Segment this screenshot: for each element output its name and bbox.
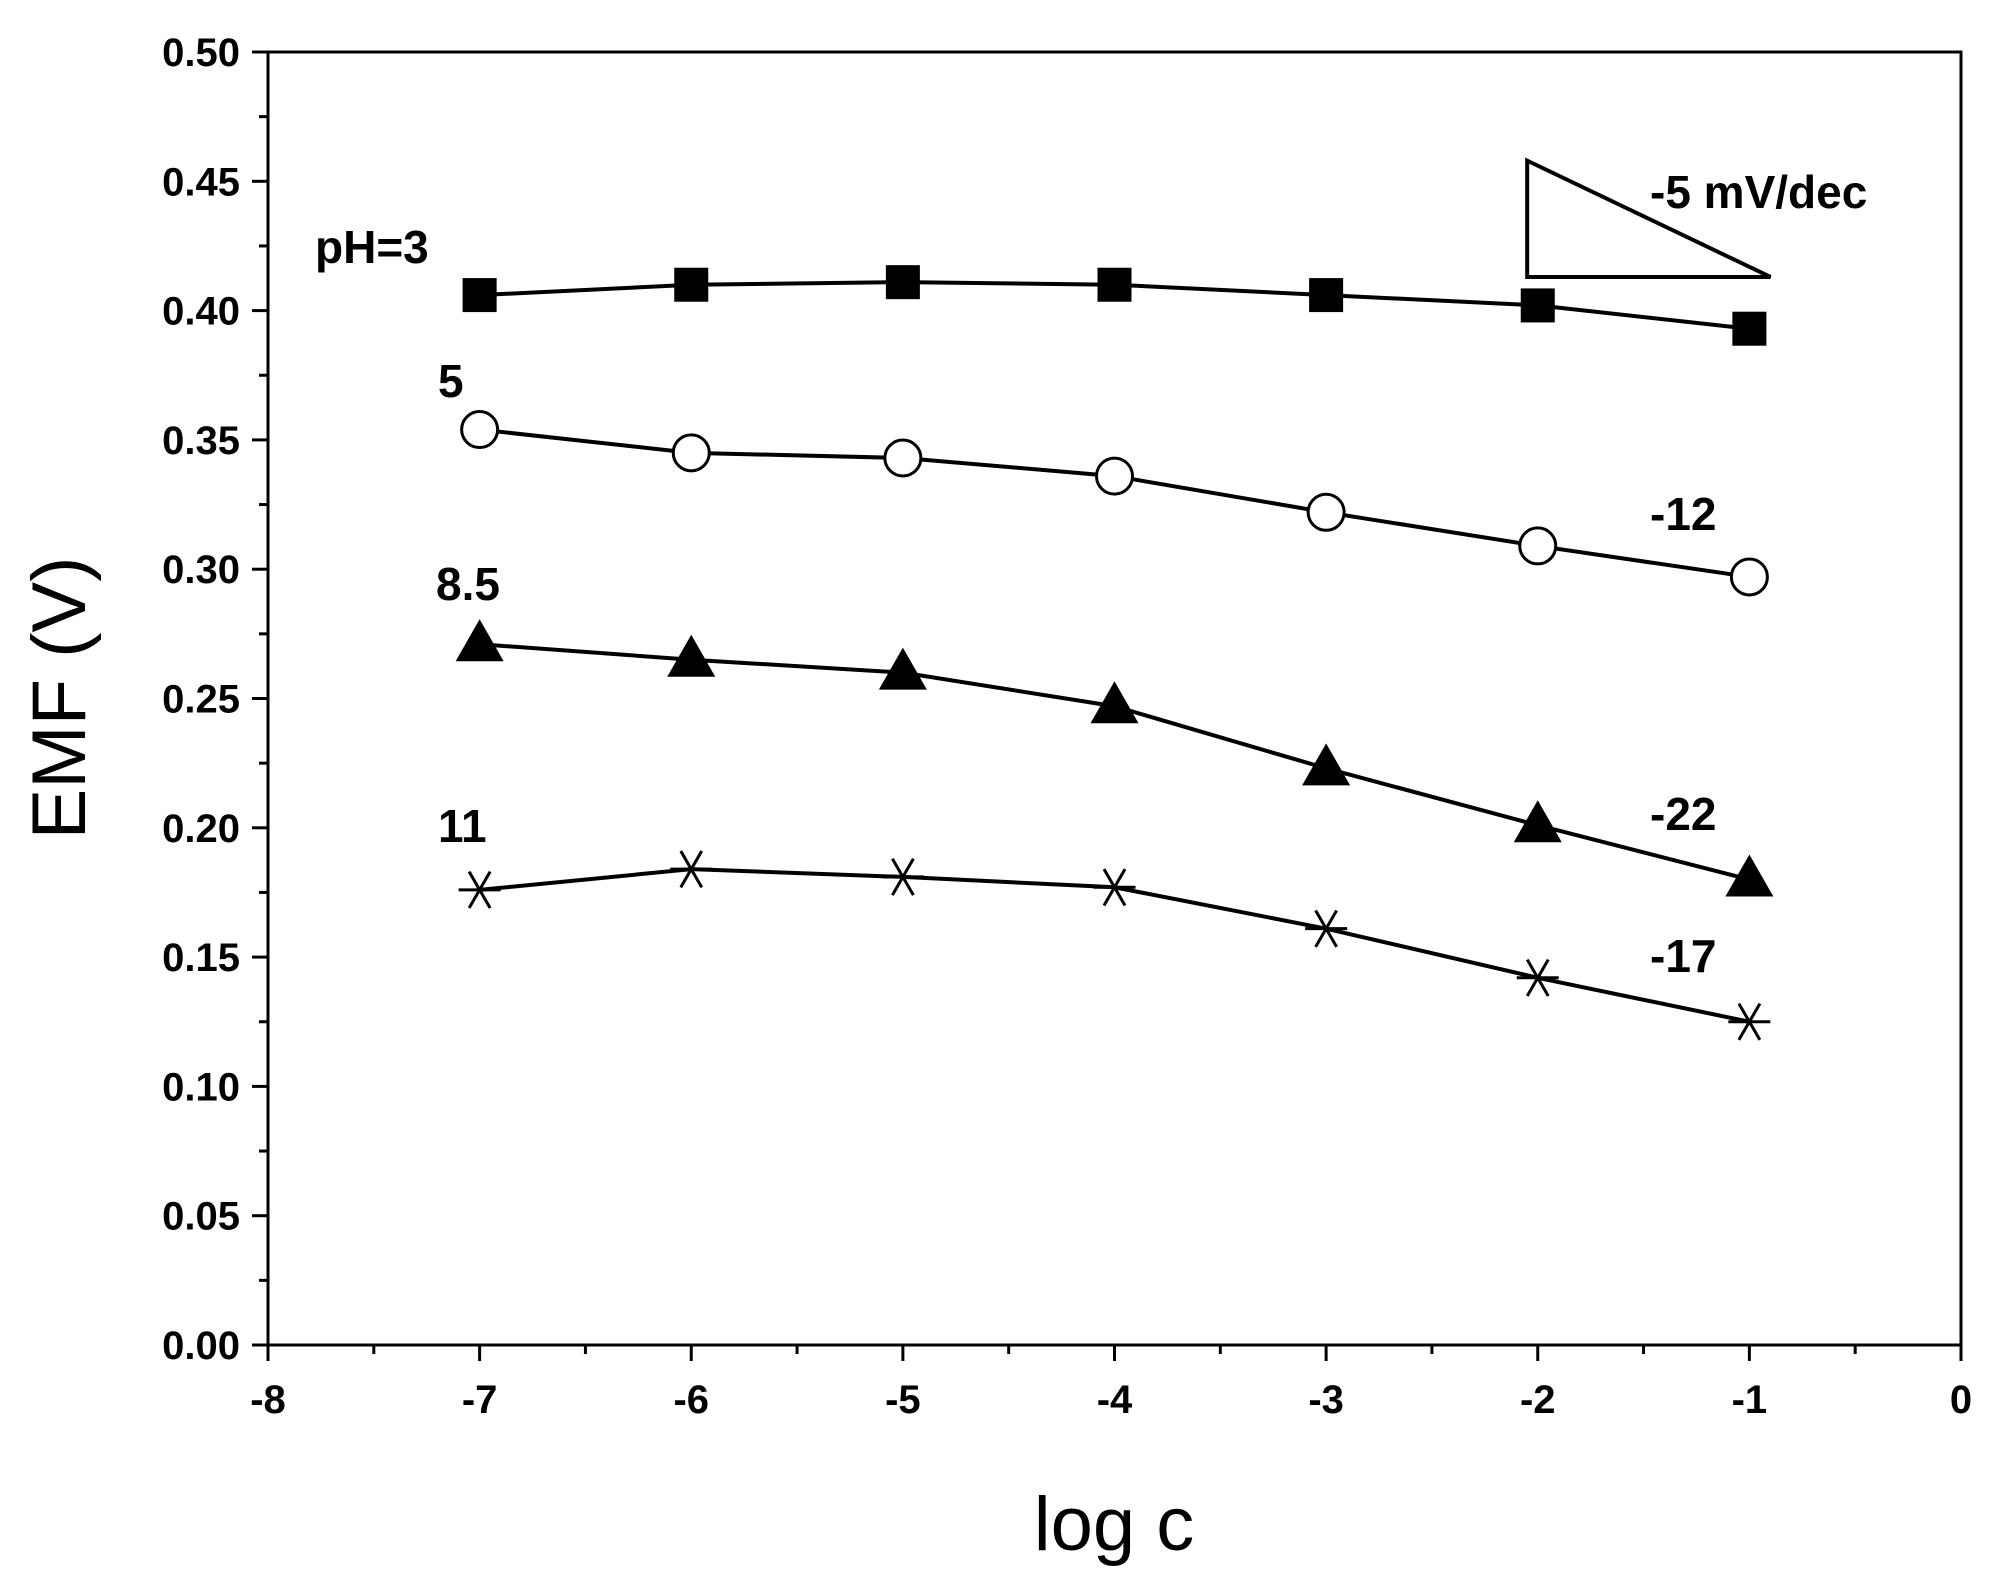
- slope-ph85-label: -22: [1650, 788, 1716, 840]
- x-tick-label: -6: [673, 1378, 709, 1422]
- marker-8-5: [1302, 743, 1351, 786]
- y-tick-label: 0.10: [162, 1065, 240, 1109]
- series-markers: [455, 265, 1774, 1041]
- slope-ph11-label: -17: [1650, 930, 1716, 982]
- y-tick-label: 0.50: [162, 31, 240, 75]
- marker-8-5: [878, 647, 927, 690]
- y-tick-label: 0.15: [162, 936, 240, 980]
- x-tick-label: -3: [1308, 1378, 1344, 1422]
- marker-8-5: [667, 634, 716, 677]
- marker-ph-3: [1097, 267, 1132, 302]
- slope-ph5-label: -12: [1650, 488, 1716, 540]
- marker-11: [1305, 909, 1348, 948]
- ph3-label: pH=3: [315, 221, 429, 273]
- x-tick-label: -1: [1732, 1378, 1768, 1422]
- marker-8-5: [455, 619, 504, 662]
- tick-labels: 0.00 0.05 0.10 0.15 0.20 0.25 0.30 0.35 0.40 0.45…: [162, 31, 1972, 1422]
- marker-ph-3: [462, 278, 497, 313]
- y-tick-label: 0.45: [162, 160, 240, 204]
- ph85-label: 8.5: [436, 558, 500, 610]
- marker-5: [1729, 557, 1769, 597]
- y-tick-label: 0.40: [162, 290, 240, 334]
- y-tick-label: 0.00: [162, 1324, 240, 1368]
- marker-ph-3: [674, 267, 709, 302]
- x-tick-label: -4: [1097, 1378, 1133, 1422]
- y-tick-label: 0.20: [162, 807, 240, 851]
- x-tick-label: -2: [1520, 1378, 1556, 1422]
- series-line-8-5: [479, 642, 1750, 882]
- marker-ph-3: [1520, 288, 1555, 323]
- marker-8-5: [1513, 800, 1562, 843]
- axis-ticks: [252, 50, 1963, 1361]
- marker-11: [1093, 868, 1136, 907]
- series-line-5: [479, 427, 1750, 579]
- marker-8-5: [1090, 681, 1139, 724]
- slope-triangle: [1525, 157, 1772, 279]
- marker-11: [458, 870, 501, 909]
- x-tick-label: -5: [885, 1378, 921, 1422]
- y-tick-label: 0.30: [162, 548, 240, 592]
- series-lines: [479, 280, 1750, 1024]
- marker-5: [883, 438, 923, 478]
- marker-5: [671, 433, 711, 473]
- marker-ph-3: [1732, 311, 1767, 346]
- series-line-11: [479, 867, 1750, 1024]
- x-tick-label: -7: [462, 1378, 498, 1422]
- marker-5: [1518, 526, 1558, 566]
- x-axis-title: log c: [1034, 1482, 1195, 1567]
- marker-ph-3: [885, 265, 920, 300]
- y-tick-label: 0.25: [162, 678, 240, 722]
- marker-8-5: [1725, 854, 1774, 897]
- x-tick-label: 0: [1950, 1378, 1972, 1422]
- marker-5: [1095, 456, 1134, 496]
- y-tick-label: 0.05: [162, 1195, 240, 1239]
- y-axis-title: EMF (V): [17, 557, 102, 840]
- slope-ph3-label: -5 mV/dec: [1650, 166, 1867, 218]
- ph5-label: 5: [438, 355, 464, 407]
- marker-ph-3: [1309, 278, 1344, 313]
- marker-11: [1728, 1002, 1771, 1041]
- y-tick-label: 0.35: [162, 419, 240, 463]
- marker-11: [1516, 958, 1559, 997]
- ph11-label: 11: [438, 800, 487, 852]
- marker-11: [881, 857, 924, 896]
- x-tick-label: -8: [250, 1378, 286, 1422]
- marker-11: [670, 850, 713, 889]
- marker-5: [460, 410, 500, 450]
- marker-5: [1306, 492, 1346, 532]
